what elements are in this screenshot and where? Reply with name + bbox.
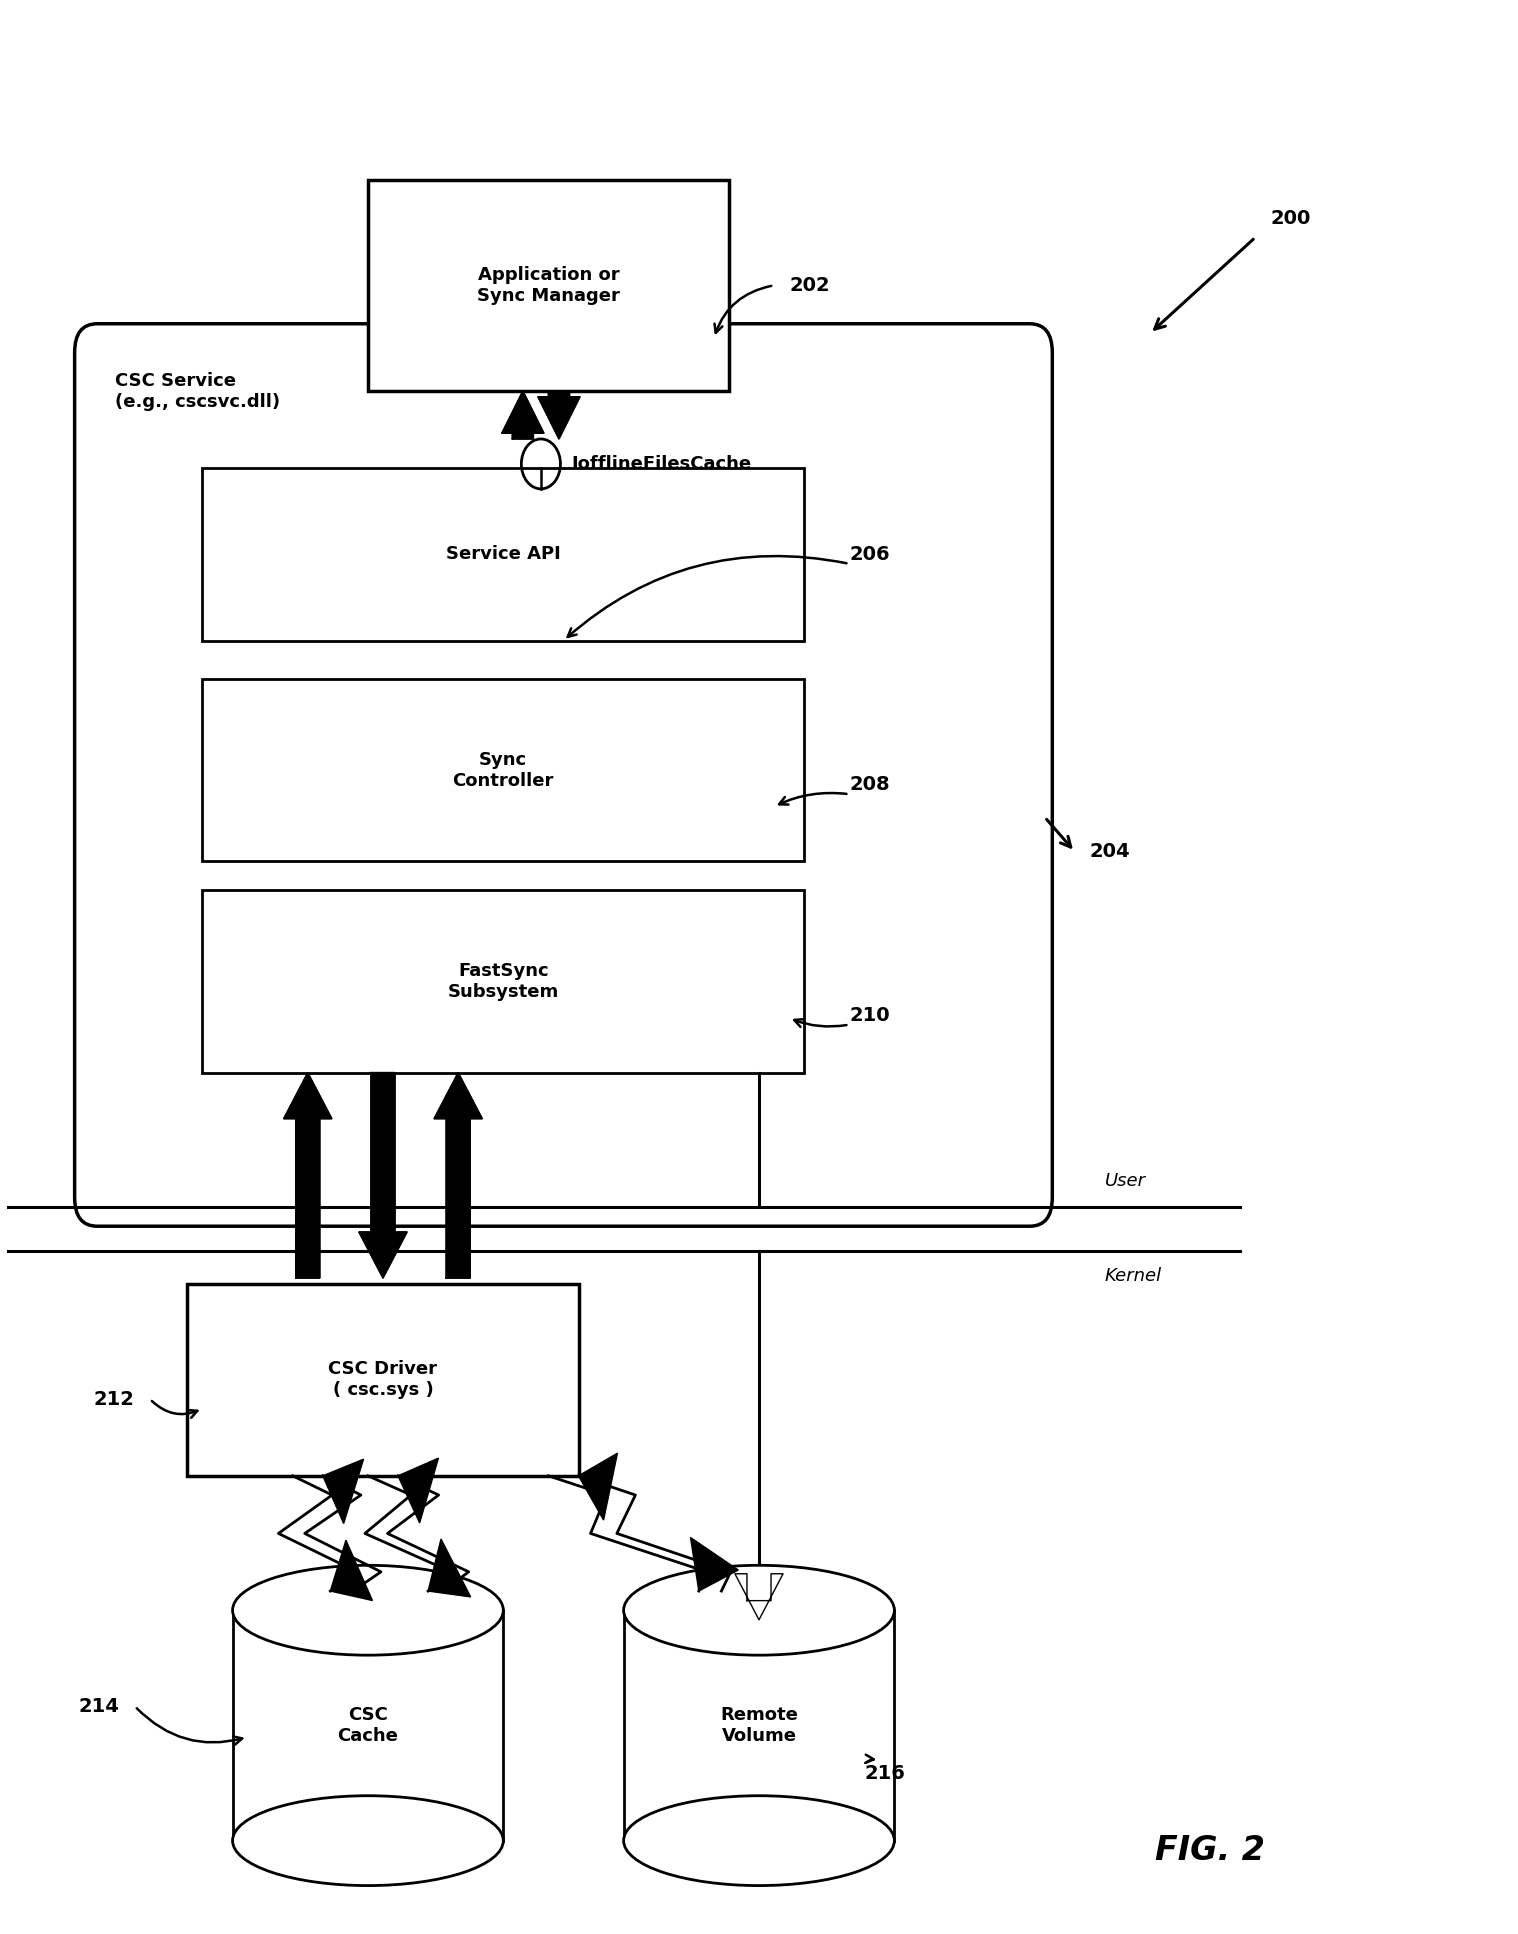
Ellipse shape: [232, 1797, 504, 1886]
Text: 214: 214: [79, 1696, 120, 1715]
Text: CSC Driver
( csc.sys ): CSC Driver ( csc.sys ): [328, 1360, 437, 1398]
Ellipse shape: [232, 1565, 504, 1656]
Polygon shape: [323, 1458, 363, 1524]
Bar: [187, 1284, 578, 1476]
Text: 208: 208: [849, 776, 890, 795]
Text: FIG. 2: FIG. 2: [1155, 1833, 1264, 1866]
Text: User: User: [1105, 1172, 1146, 1189]
Polygon shape: [331, 1539, 372, 1601]
Bar: [202, 890, 805, 1073]
Polygon shape: [398, 1458, 439, 1522]
Text: Sync
Controller: Sync Controller: [452, 750, 554, 789]
Polygon shape: [428, 1539, 471, 1597]
Text: 210: 210: [849, 1006, 890, 1025]
Polygon shape: [284, 1073, 332, 1278]
Text: 216: 216: [864, 1764, 905, 1783]
Bar: [367, 180, 729, 391]
Bar: [232, 1611, 504, 1841]
Ellipse shape: [624, 1797, 894, 1886]
Bar: [202, 468, 805, 640]
Text: 200: 200: [1271, 209, 1310, 228]
Polygon shape: [537, 391, 580, 439]
Polygon shape: [358, 1073, 407, 1278]
Bar: [202, 679, 805, 861]
Text: Remote
Volume: Remote Volume: [720, 1706, 798, 1744]
Text: Application or
Sync Manager: Application or Sync Manager: [477, 267, 619, 306]
Text: Service API: Service API: [446, 545, 560, 563]
Polygon shape: [434, 1073, 483, 1278]
Text: 212: 212: [94, 1389, 135, 1408]
Text: 202: 202: [789, 277, 830, 294]
Text: Kernel: Kernel: [1105, 1267, 1163, 1284]
Bar: [624, 1611, 894, 1841]
Polygon shape: [578, 1452, 618, 1520]
Text: FastSync
Subsystem: FastSync Subsystem: [448, 961, 559, 1000]
Text: 206: 206: [849, 545, 890, 563]
FancyBboxPatch shape: [74, 323, 1052, 1226]
Text: CSC Service
(e.g., cscsvc.dll): CSC Service (e.g., cscsvc.dll): [115, 371, 281, 410]
Text: IofflineFilesCache: IofflineFilesCache: [571, 454, 751, 474]
Polygon shape: [735, 1574, 783, 1621]
Polygon shape: [502, 391, 543, 439]
Text: 204: 204: [1090, 843, 1131, 861]
Text: CSC
Cache: CSC Cache: [337, 1706, 398, 1744]
Ellipse shape: [624, 1565, 894, 1656]
Polygon shape: [691, 1538, 738, 1592]
